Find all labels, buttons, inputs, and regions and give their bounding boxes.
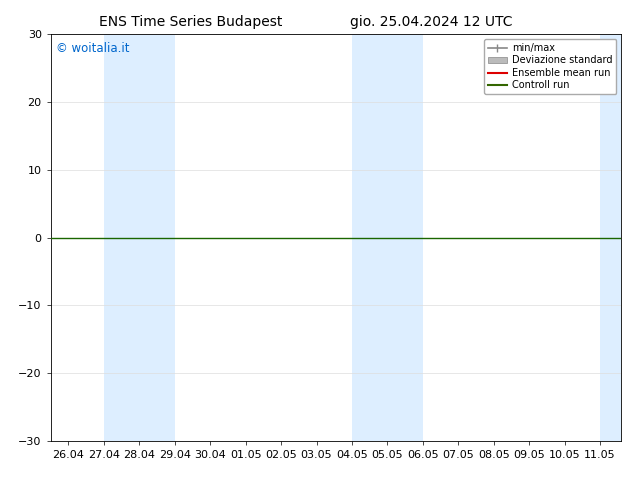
Legend: min/max, Deviazione standard, Ensemble mean run, Controll run: min/max, Deviazione standard, Ensemble m… [484,39,616,94]
Bar [600,34,621,441]
Text: © woitalia.it: © woitalia.it [56,43,130,55]
Bar [104,34,175,441]
Text: ENS Time Series Budapest: ENS Time Series Budapest [98,15,282,29]
Text: gio. 25.04.2024 12 UTC: gio. 25.04.2024 12 UTC [350,15,512,29]
Bar [352,34,423,441]
